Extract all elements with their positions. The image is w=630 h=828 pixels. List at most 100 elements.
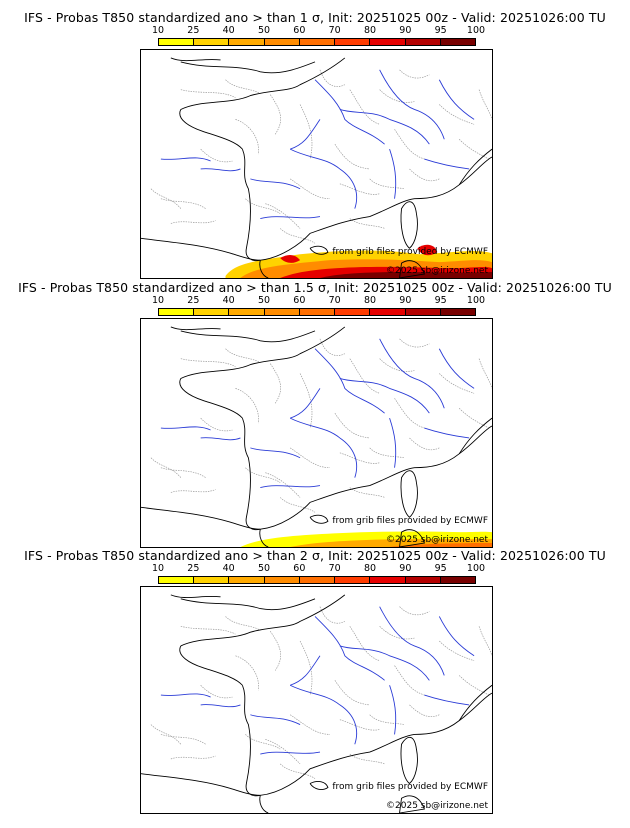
admin-border [290,179,330,199]
coastline [141,507,260,529]
coastline [401,471,417,518]
admin-border [459,408,489,428]
river [201,169,241,171]
admin-border [265,739,300,764]
admin-border [439,105,474,125]
admin-border [300,374,312,429]
coastline [171,595,221,598]
river [424,695,469,705]
admin-border [226,349,261,363]
river [315,616,385,680]
admin-border [300,105,312,160]
river [390,685,396,734]
scale-tick-label: 90 [399,563,411,574]
credit-copyright: ©2025 sb@irizone.net [386,801,488,811]
coastline [459,685,492,720]
panel-title: IFS - Probas T850 standardized ano > tha… [0,548,630,563]
scale-tick-label: 50 [258,295,270,306]
admin-border [300,641,312,695]
river [290,685,356,744]
river [290,149,356,208]
panel-title: IFS - Probas T850 standardized ano > tha… [0,10,630,25]
map-france: from grib files provided by ECMWF ©2025 s… [140,318,493,548]
coastline [181,62,315,73]
river [290,418,356,477]
scale-color-swatch [194,39,229,45]
admin-border [479,359,492,389]
scale-color-swatch [406,39,441,45]
coastline [310,781,328,789]
panel-title: IFS - Probas T850 standardized ano > tha… [0,280,630,295]
scale-color-swatch [229,309,264,315]
admin-border [335,413,370,438]
coastline [260,693,492,795]
river [161,694,211,697]
admin-border [439,641,474,661]
scale-tick-label: 95 [435,563,447,574]
scale-color-swatch [406,577,441,583]
coastline [310,515,328,523]
river [315,349,385,413]
scale-color-swatch [441,39,475,45]
coastline [180,109,243,149]
scale-tick-label: 90 [399,25,411,36]
scale-tick-label: 100 [467,25,485,36]
scale-color-swatch [265,309,300,315]
river [161,158,211,161]
scale-tick-label: 90 [399,295,411,306]
coastline [180,646,243,685]
scale-tick-label: 50 [258,563,270,574]
scale-tick-label: 80 [364,295,376,306]
admin-border [370,448,405,458]
admin-border [350,754,385,764]
admin-border [280,764,315,779]
admin-border [161,199,206,209]
scale-color-swatch [370,577,405,583]
river [340,109,429,144]
river [390,149,396,199]
river [260,752,320,754]
panel-2: IFS - Probas T850 standardized ano > tha… [0,280,630,548]
scale-tick-label: 10 [152,25,164,36]
coastline [171,58,221,61]
admin-border [226,616,261,630]
color-scale-bar [158,308,476,316]
admin-border [335,144,370,169]
admin-border [151,189,181,209]
admin-border [265,204,300,229]
admin-border [280,228,315,243]
river [290,119,320,149]
admin-border [370,179,405,189]
admin-border [370,715,405,725]
river [439,349,474,389]
admin-border [171,221,216,224]
scale-color-swatch [300,577,335,583]
credit-copyright: ©2025 sb@irizone.net [386,535,488,545]
admin-border [280,497,315,512]
river [390,418,396,468]
river [260,217,320,219]
river [201,705,241,707]
admin-border [350,219,385,229]
coastline [260,426,492,529]
scale-color-swatch [300,39,335,45]
admin-border [290,715,330,735]
scale-tick-label: 95 [435,25,447,36]
scale-color-swatch [159,39,194,45]
admin-border [226,80,261,94]
river [340,646,429,680]
admin-border [161,468,206,478]
scale-color-swatch [159,309,194,315]
admin-border [151,725,181,745]
river [161,427,211,430]
scale-color-swatch [194,577,229,583]
color-scale-labels: 10 25 40 50 60 70 80 90 95 100 [158,295,476,307]
scale-tick-label: 70 [329,563,341,574]
admin-border [350,488,385,498]
scale-color-swatch [265,39,300,45]
map-france: from grib files provided by ECMWF ©2025 s… [140,586,493,814]
coastline [141,774,260,796]
river [424,428,469,438]
admin-border [201,418,233,431]
admin-border [201,685,233,698]
